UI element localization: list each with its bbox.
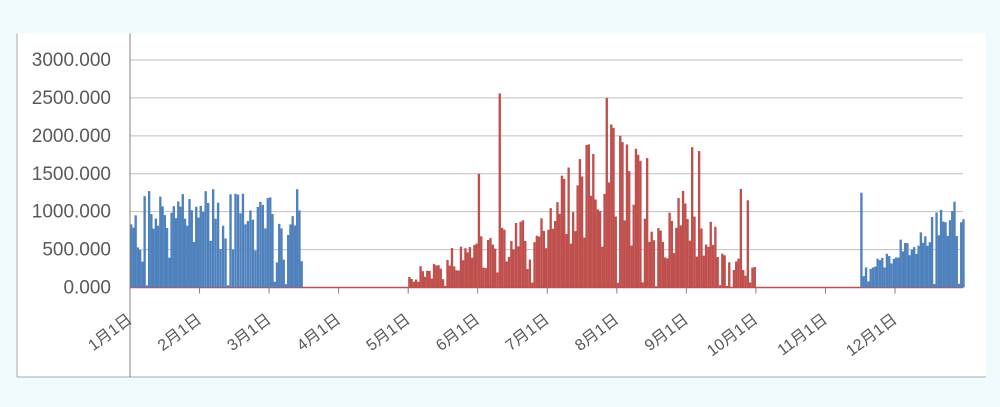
- svg-text:1000.000: 1000.000: [32, 202, 111, 223]
- svg-text:2500.000: 2500.000: [32, 88, 111, 109]
- svg-text:2000.000: 2000.000: [32, 126, 111, 147]
- svg-text:3000.000: 3000.000: [32, 50, 111, 71]
- svg-text:500.000: 500.000: [42, 240, 111, 261]
- svg-text:0.000: 0.000: [63, 278, 111, 299]
- svg-text:1500.000: 1500.000: [32, 164, 111, 185]
